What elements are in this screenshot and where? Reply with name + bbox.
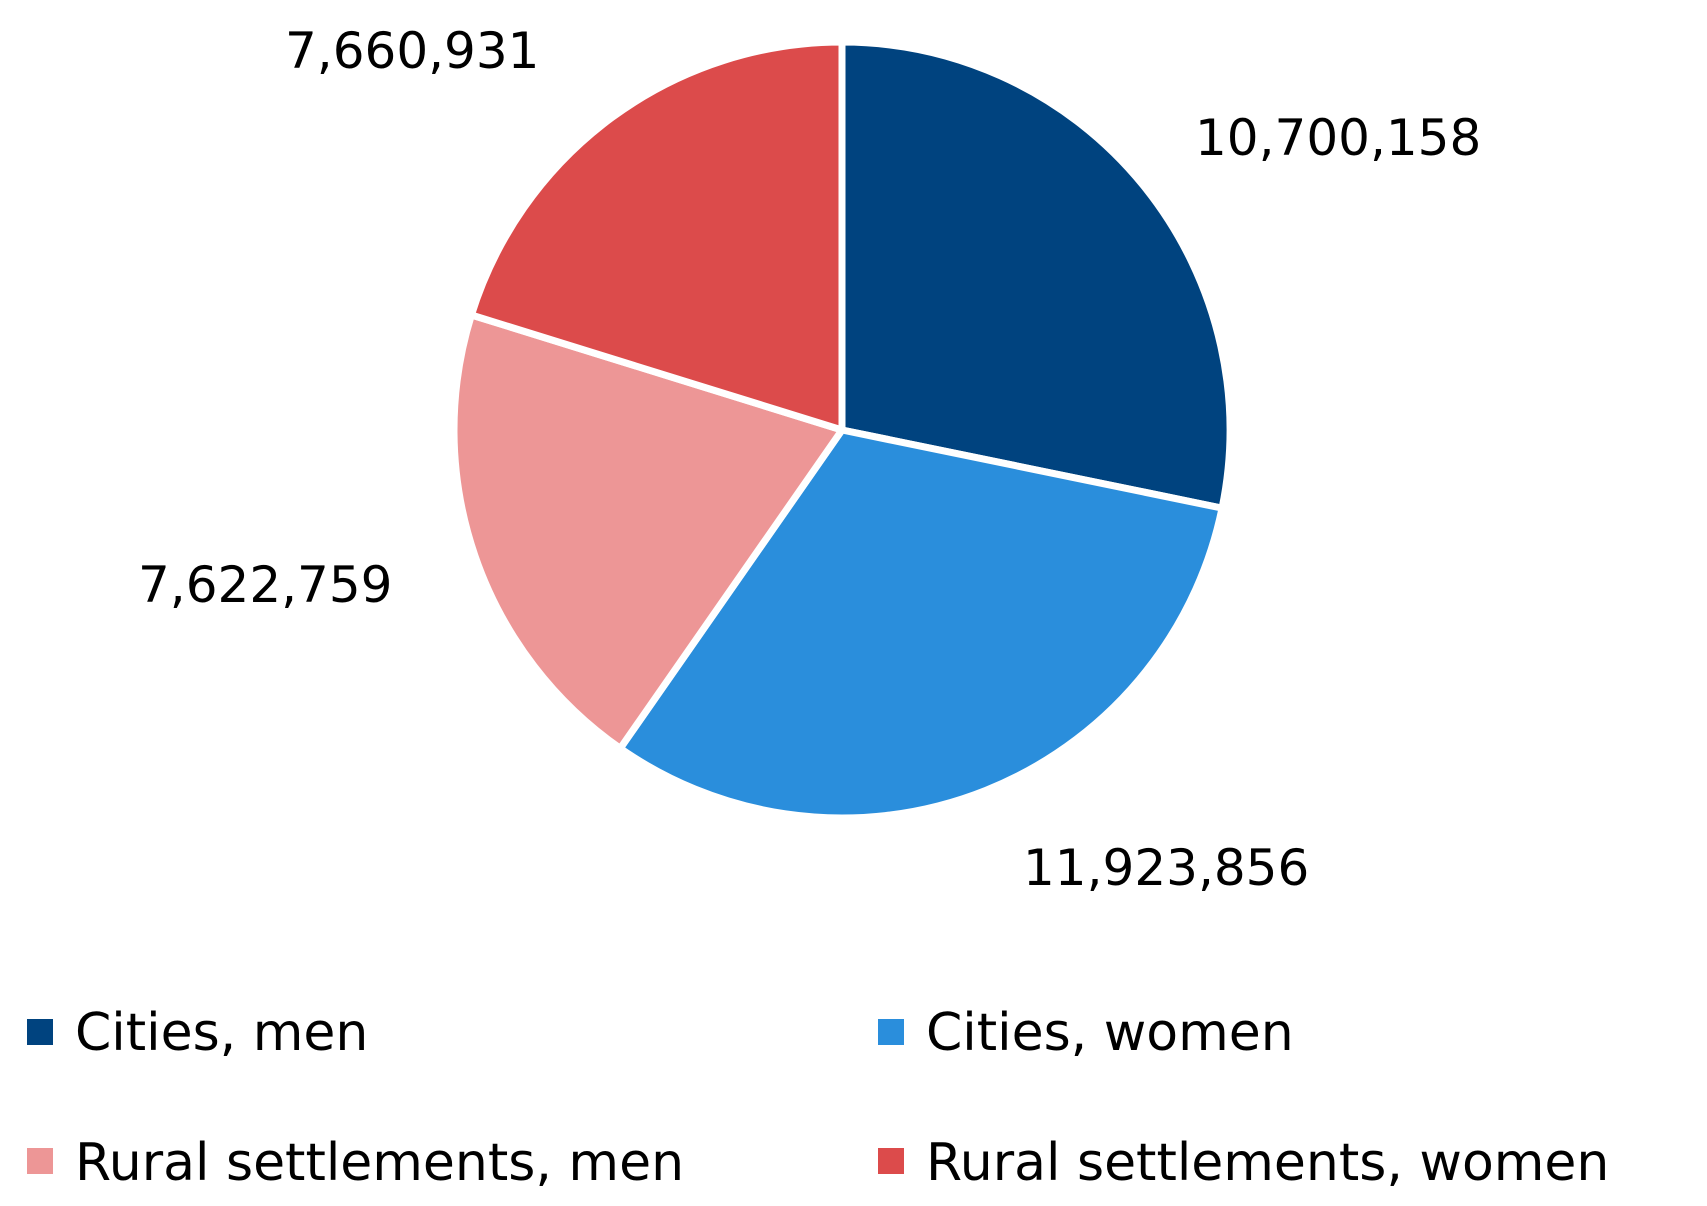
data-label-rural-men: 7,622,759 — [138, 556, 392, 614]
legend: Cities, men Cities, women Rural settleme… — [27, 1003, 1609, 1193]
legend-label-rural-men: Rural settlements, men — [75, 1133, 684, 1193]
legend-label-cities-women: Cities, women — [926, 1003, 1294, 1063]
pie-slice-rural-women — [467, 38, 846, 434]
data-label-cities-men: 10,700,158 — [1195, 109, 1481, 167]
legend-swatch-rural-men — [27, 1148, 53, 1174]
legend-label-rural-women: Rural settlements, women — [926, 1133, 1609, 1193]
legend-swatch-cities-women — [878, 1019, 904, 1045]
data-label-cities-women: 11,923,856 — [1023, 839, 1309, 897]
pie-slice-cities-women — [616, 426, 1226, 822]
pie-slices — [450, 38, 1234, 822]
legend-swatch-cities-men — [27, 1019, 53, 1045]
data-label-rural-women: 7,660,931 — [285, 22, 539, 80]
legend-swatch-rural-women — [878, 1148, 904, 1174]
pie-slice-rural-men — [450, 311, 846, 752]
legend-label-cities-men: Cities, men — [75, 1003, 368, 1063]
pie-data-labels: 10,700,158 11,923,856 7,622,759 7,660,93… — [138, 22, 1481, 897]
pie-slice-cities-men — [838, 38, 1234, 512]
